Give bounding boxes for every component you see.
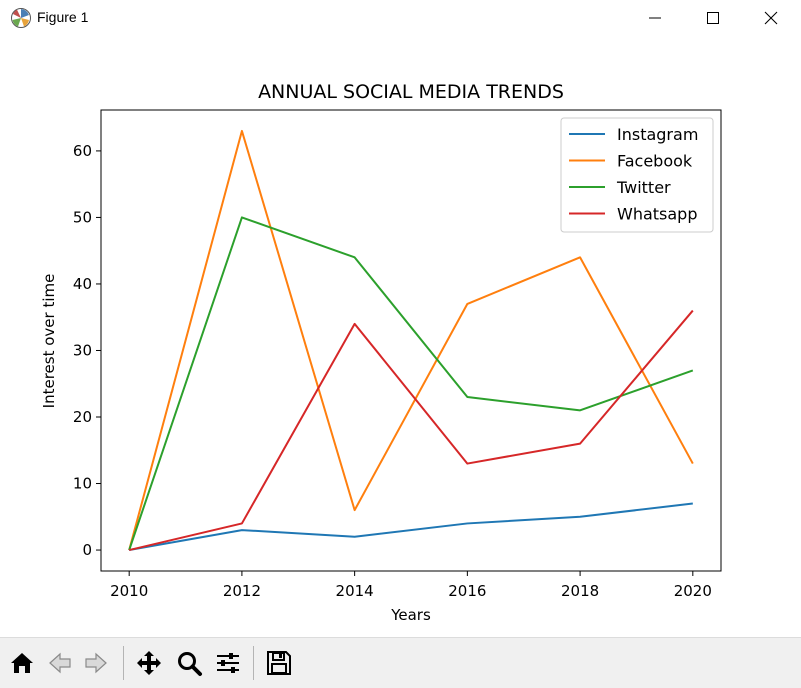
x-tick-label: 2018	[561, 582, 599, 600]
legend: Instagram Facebook Twitter Whatsapp	[560, 117, 714, 233]
y-tick-label: 10	[73, 475, 92, 493]
y-tick-label: 60	[73, 142, 92, 160]
series-line-twitter	[128, 216, 694, 551]
legend-label: Twitter	[616, 178, 671, 197]
save-button[interactable]	[262, 646, 296, 680]
pan-icon	[137, 651, 161, 675]
x-tick-label: 2020	[674, 582, 712, 600]
back-button[interactable]	[43, 646, 77, 680]
y-tick-label: 20	[73, 408, 92, 426]
minimize-button[interactable]	[627, 0, 683, 37]
legend-box	[560, 117, 714, 233]
x-tick-label: 2010	[110, 582, 148, 600]
close-button[interactable]	[743, 0, 799, 37]
toolbar-separator	[123, 646, 124, 680]
figure-canvas[interactable]: ANNUAL SOCIAL MEDIA TRENDS 2010 2012 2014 2…	[0, 37, 801, 637]
window-title: Figure 1	[37, 9, 89, 25]
maximize-button[interactable]	[685, 0, 741, 37]
y-axis-label: Interest over time	[40, 274, 58, 409]
y-tick-label: 50	[73, 208, 92, 226]
x-axis-label: Years	[390, 606, 431, 624]
y-tick-label: 30	[73, 341, 92, 359]
x-tick-label: 2012	[223, 582, 261, 600]
legend-label: Facebook	[617, 152, 693, 171]
y-tick-label: 0	[82, 541, 92, 559]
save-icon	[267, 651, 291, 675]
x-tick-label: 2016	[448, 582, 486, 600]
plot-frame	[100, 109, 722, 572]
window-titlebar: Figure 1	[0, 0, 801, 37]
forward-arrow-icon	[85, 652, 107, 674]
back-arrow-icon	[49, 652, 71, 674]
home-icon	[11, 653, 33, 673]
pan-button[interactable]	[132, 646, 166, 680]
maximize-icon	[707, 12, 719, 24]
chart-title: ANNUAL SOCIAL MEDIA TRENDS	[258, 81, 564, 103]
forward-button[interactable]	[79, 646, 113, 680]
series-line-instagram	[129, 502, 693, 552]
minimize-icon	[649, 17, 661, 19]
line-chart: ANNUAL SOCIAL MEDIA TRENDS 2010 2012 2014 2…	[40, 81, 722, 624]
navigation-toolbar	[0, 637, 801, 688]
configure-subplots-icon	[217, 653, 239, 673]
zoom-button[interactable]	[172, 646, 206, 680]
x-tick-label: 2014	[336, 582, 374, 600]
close-icon	[764, 11, 778, 25]
series-line-whatsapp	[128, 309, 694, 552]
matplotlib-logo-icon	[11, 8, 31, 28]
configure-subplots-button[interactable]	[211, 646, 245, 680]
legend-label: Instagram	[617, 125, 698, 144]
legend-label: Whatsapp	[617, 205, 698, 224]
y-tick-label: 40	[73, 275, 92, 293]
toolbar-separator	[253, 646, 254, 680]
series-line-facebook	[128, 129, 694, 551]
home-button[interactable]	[5, 646, 39, 680]
zoom-icon	[178, 652, 202, 676]
